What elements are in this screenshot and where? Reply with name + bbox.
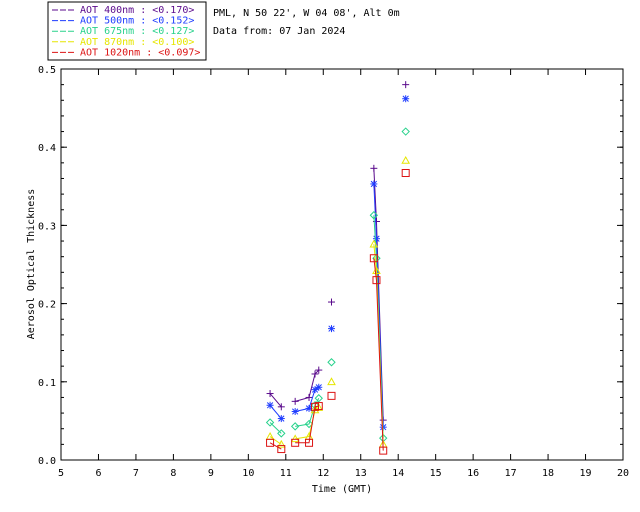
- data-point: [369, 239, 379, 248]
- data-point: [291, 397, 299, 405]
- x-tick-label: 14: [392, 468, 404, 479]
- legend-entry-label: AOT 870nm : <0.100>: [80, 37, 194, 48]
- data-point: [327, 377, 336, 386]
- data-point: [305, 438, 314, 447]
- y-tick-label: 0.1: [38, 378, 56, 389]
- x-tick-label: 7: [133, 468, 139, 479]
- data-point: [369, 254, 378, 263]
- y-tick-label: 0.0: [38, 456, 56, 467]
- data-point: [369, 211, 379, 220]
- data-point: [372, 266, 381, 275]
- series-line: [269, 442, 282, 450]
- x-tick-label: 9: [208, 468, 214, 479]
- data-point: [290, 434, 300, 443]
- date-label: Data from: 07 Jan 2024: [213, 26, 345, 37]
- data-point: [379, 446, 388, 455]
- x-tick-label: 15: [430, 468, 442, 479]
- legend-entry-label: AOT 1020nm : <0.097>: [80, 47, 200, 58]
- series-line: [269, 393, 282, 408]
- data-point: [265, 432, 275, 440]
- data-point: [327, 358, 336, 367]
- y-tick-label: 0.3: [38, 221, 56, 232]
- data-point: [314, 394, 323, 403]
- data-point: [328, 298, 336, 306]
- data-point: [315, 366, 323, 374]
- legend-entry-label: AOT 675nm : <0.127>: [80, 26, 194, 37]
- data-point: [315, 383, 323, 391]
- x-tick-label: 13: [355, 468, 367, 479]
- x-tick-label: 17: [505, 468, 517, 479]
- data-point: [372, 235, 380, 243]
- series-aot-675nm: [265, 127, 410, 443]
- series-aot-870nm: [265, 155, 411, 448]
- data-point: [372, 276, 381, 285]
- x-tick-label: 12: [317, 468, 329, 479]
- x-tick-label: 19: [580, 468, 592, 479]
- data-point: [401, 169, 410, 178]
- data-point: [402, 95, 410, 103]
- series-layer: [265, 81, 411, 455]
- data-point: [327, 391, 336, 400]
- data-point: [277, 415, 285, 423]
- series-line: [295, 405, 319, 444]
- data-point: [370, 180, 378, 188]
- plot-area: [60, 68, 624, 461]
- data-point: [311, 370, 319, 378]
- y-axis-label: Aerosol Optical Thickness: [26, 189, 37, 340]
- x-tick-label: 11: [280, 468, 292, 479]
- data-point: [401, 127, 410, 136]
- series-line: [295, 369, 320, 402]
- legend: AOT 400nm : <0.170>AOT 500nm : <0.152>AO…: [47, 1, 207, 61]
- x-tick-label: 18: [542, 468, 554, 479]
- data-point: [291, 408, 299, 416]
- axes: 5 6 7 8 9 10 11 12 13 14 15 16 17 18 19 20 0.0 0.1 0.2 0.3 0…: [38, 65, 629, 479]
- data-point: [328, 325, 336, 333]
- data-point: [370, 164, 378, 172]
- data-point: [265, 418, 275, 427]
- legend-entry-label: AOT 400nm : <0.170>: [80, 5, 194, 16]
- y-tick-label: 0.5: [38, 65, 56, 76]
- data-point: [277, 403, 285, 411]
- x-tick-label: 16: [467, 468, 479, 479]
- y-tick-label: 0.4: [38, 143, 56, 154]
- data-point: [314, 402, 323, 411]
- data-point: [290, 422, 300, 431]
- data-point: [277, 445, 286, 454]
- data-point: [305, 393, 313, 401]
- series-aot-500nm: [266, 95, 410, 431]
- series-line: [269, 436, 282, 445]
- y-tick-label: 0.2: [38, 300, 56, 311]
- data-point: [276, 439, 286, 448]
- x-axis-label: Time (GMT): [312, 484, 372, 495]
- legend-entry-label: AOT 500nm : <0.152>: [80, 16, 194, 27]
- data-point: [402, 81, 410, 89]
- x-tick-label: 8: [170, 468, 176, 479]
- x-tick-label: 20: [617, 468, 629, 479]
- legend-box: [47, 1, 207, 61]
- x-tick-label: 5: [58, 468, 64, 479]
- data-point: [266, 390, 274, 398]
- station-label: PML, N 50 22', W 04 08', Alt 0m: [213, 8, 400, 19]
- series-line: [295, 397, 320, 427]
- data-point: [277, 429, 286, 438]
- series-aot-400nm: [266, 81, 410, 424]
- series-line: [373, 258, 384, 451]
- series-aot-1020nm: [266, 169, 410, 455]
- data-point: [266, 438, 275, 447]
- data-point: [291, 438, 300, 447]
- data-point: [266, 401, 274, 409]
- x-tick-label: 6: [95, 468, 101, 479]
- x-tick-label: 10: [242, 468, 254, 479]
- data-point: [304, 419, 314, 429]
- data-point: [401, 155, 411, 164]
